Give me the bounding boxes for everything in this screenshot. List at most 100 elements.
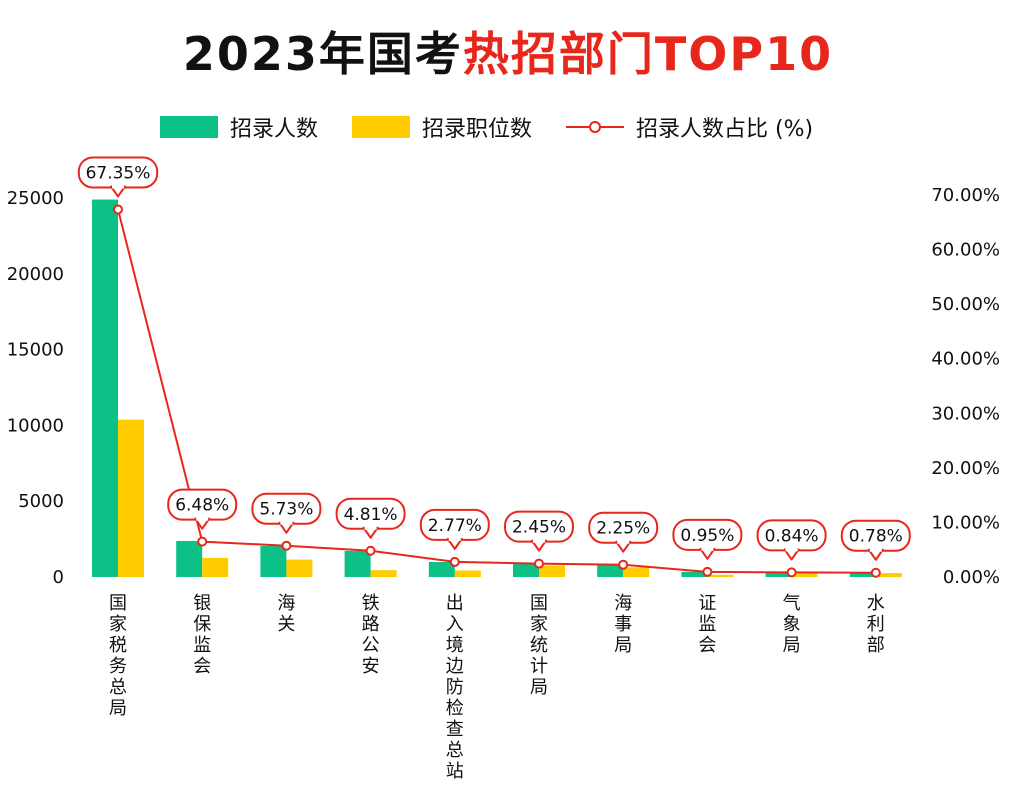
legend-label-people: 招录人数	[230, 117, 319, 142]
category-char: 查	[446, 719, 464, 740]
ratio-point	[365, 545, 376, 556]
category-label: 气象局	[783, 593, 801, 656]
title-part-1: 2023年国考	[182, 27, 463, 81]
title-part-2: 热招部门TOP10	[462, 27, 834, 81]
bar-positions	[370, 570, 397, 577]
category-char: 税	[109, 635, 127, 656]
category-char: 务	[109, 656, 127, 677]
ratio-callout: 4.81%	[335, 497, 406, 539]
category-char: 安	[362, 656, 380, 677]
category-char: 水	[867, 593, 885, 614]
category-label: 证监会	[698, 593, 716, 656]
bar-people	[849, 572, 876, 577]
y-left-tick-label: 5000	[18, 491, 64, 512]
category-label: 出入境边防检查总站	[446, 593, 464, 782]
ratio-callout: 0.84%	[756, 519, 827, 561]
category-char: 局	[109, 698, 127, 719]
category-char: 国	[530, 593, 548, 614]
category-char: 银	[193, 593, 211, 614]
y-right-tick-label: 50.00%	[931, 294, 1000, 315]
category-label: 银保监会	[193, 593, 211, 677]
legend-line-ratio	[566, 120, 625, 134]
y-right-tick-label: 70.00%	[931, 185, 1000, 206]
bar-people	[428, 562, 455, 577]
ratio-callout: 0.95%	[672, 518, 743, 560]
category-char: 会	[698, 635, 716, 656]
category-label: 海事局	[614, 593, 632, 656]
category-char: 事	[614, 614, 632, 635]
ratio-data-label: 0.78%	[849, 527, 903, 547]
category-char: 利	[867, 614, 885, 635]
ratio-data-label: 2.45%	[512, 518, 566, 538]
category-char: 局	[614, 635, 632, 656]
ratio-callout: 2.45%	[504, 510, 574, 552]
ratio-point	[449, 556, 460, 567]
callout-pointer-mask	[112, 184, 124, 189]
category-char: 局	[530, 677, 548, 698]
category-char: 站	[446, 761, 464, 782]
bar-positions	[539, 565, 565, 577]
y-axis-left: 0 5000 10000 15000 20000 25000	[7, 188, 64, 588]
callout-pointer-mask	[448, 536, 461, 541]
bar-people	[513, 563, 539, 577]
ratio-callout: 2.25%	[588, 511, 659, 553]
ratio-point	[113, 204, 123, 215]
category-char: 总	[109, 677, 127, 698]
callout-pointer-mask	[785, 547, 798, 552]
callout-pointer-mask	[196, 516, 209, 521]
legend: 招录人数 招录职位数 招录人数占比 (%)	[160, 110, 847, 144]
ratio-callout: 67.35%	[77, 156, 159, 198]
category-char: 保	[193, 614, 211, 635]
category-label: 水利部	[867, 593, 885, 656]
legend-label-positions: 招录职位数	[422, 117, 533, 142]
bar-positions	[454, 570, 481, 577]
bar-positions	[202, 557, 229, 577]
callouts: 67.35% 6.48% 5.73% 4.81% 2.77% 2.45% 2.25% 0.95…	[77, 156, 911, 561]
y-right-tick-label: 0.00%	[943, 567, 1000, 588]
ratio-data-label: 67.35%	[86, 163, 151, 183]
ratio-data-label: 6.48%	[175, 496, 229, 516]
bar-positions	[707, 574, 734, 577]
bar-positions	[118, 419, 144, 577]
category-char: 监	[193, 635, 211, 656]
category-label: 海关	[277, 593, 295, 635]
bar-people	[260, 545, 287, 577]
ratio-callout: 5.73%	[251, 492, 322, 534]
callout-pointer-mask	[869, 547, 882, 552]
ratio-callout: 6.48%	[167, 488, 238, 530]
legend-swatch-people	[160, 116, 218, 138]
category-label: 国家税务总局	[109, 593, 127, 719]
y-left-tick-label: 0	[53, 567, 64, 588]
category-char: 边	[446, 656, 464, 677]
category-char: 部	[867, 635, 885, 656]
ratio-point	[786, 567, 797, 578]
category-char: 证	[698, 593, 716, 614]
y-left-tick-label: 10000	[7, 415, 64, 436]
ratio-point	[534, 558, 544, 569]
legend-swatch-positions	[352, 116, 411, 138]
category-label: 国家统计局	[530, 593, 548, 698]
y-left-tick-label: 25000	[7, 188, 64, 209]
y-left-tick-label: 20000	[7, 264, 64, 285]
category-char: 公	[362, 635, 380, 656]
category-char: 象	[783, 614, 801, 635]
ratio-data-label: 5.73%	[259, 500, 313, 520]
bar-people	[176, 540, 203, 577]
bar-people	[765, 572, 792, 577]
category-char: 统	[530, 635, 548, 656]
callout-pointer-mask	[364, 525, 377, 530]
ratio-data-label: 2.77%	[428, 516, 482, 536]
category-char: 监	[698, 614, 716, 635]
category-char: 气	[783, 593, 801, 614]
ratio-data-label: 2.25%	[596, 519, 650, 539]
category-char: 铁	[362, 593, 380, 614]
category-char: 总	[446, 740, 464, 761]
bar-positions	[875, 573, 902, 577]
y-right-tick-label: 40.00%	[931, 349, 1000, 370]
legend-item-ratio: 招录人数占比 (%)	[566, 111, 813, 143]
y-axis-right: 0.00% 10.00% 20.00% 30.00% 40.00% 50.00% 60.00…	[931, 185, 1000, 588]
category-char: 入	[446, 614, 464, 635]
y-right-tick-label: 60.00%	[931, 240, 1000, 261]
chart-canvas: 0 5000 10000 15000 20000 25000 0.00% 10.00% 20.…	[7, 156, 1000, 782]
category-char: 家	[530, 614, 548, 635]
